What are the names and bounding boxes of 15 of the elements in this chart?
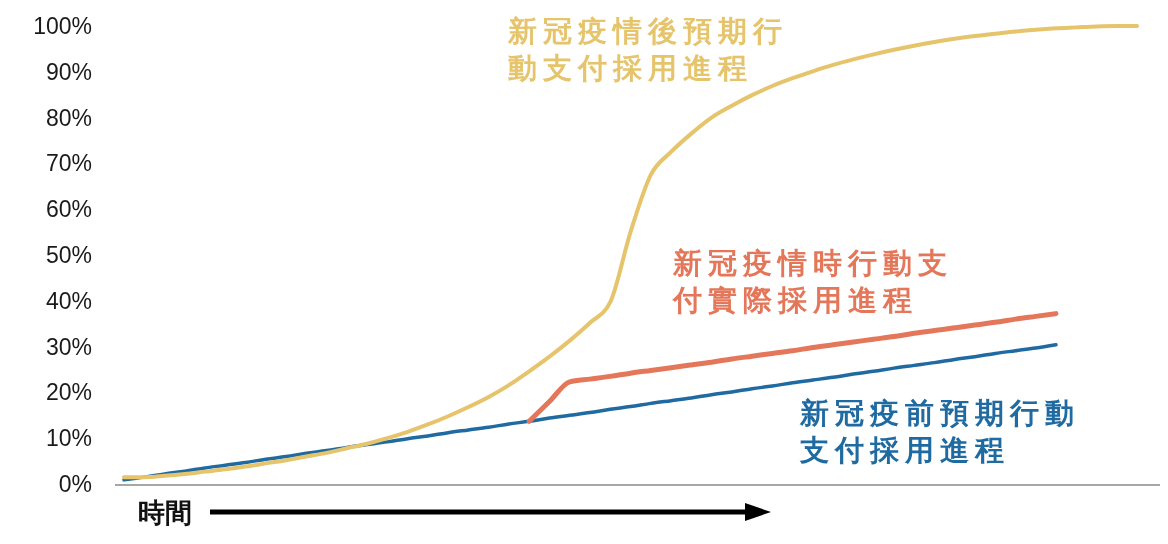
y-tick-label: 60% bbox=[45, 196, 92, 223]
y-tick-label: 70% bbox=[45, 150, 92, 177]
y-tick-label: 50% bbox=[45, 242, 92, 268]
y-tick-label: 30% bbox=[45, 333, 92, 360]
y-tick-label: 20% bbox=[45, 379, 92, 406]
series-label: 新冠疫前預期行動支付採用進程 bbox=[800, 396, 1080, 467]
y-tick-label: 80% bbox=[45, 104, 92, 131]
y-tick-label: 40% bbox=[45, 287, 92, 314]
x-axis-title: 時間 bbox=[138, 496, 192, 528]
series-label: 新冠疫情時行動支付實際採用進程 bbox=[673, 246, 953, 317]
y-tick-label: 90% bbox=[45, 58, 92, 85]
y-tick-label: 10% bbox=[45, 425, 92, 452]
y-tick-label: 100% bbox=[33, 13, 92, 39]
series-label: 新冠疫情後預期行動支付採用進程 bbox=[508, 14, 788, 85]
y-tick-label: 0% bbox=[58, 471, 92, 497]
